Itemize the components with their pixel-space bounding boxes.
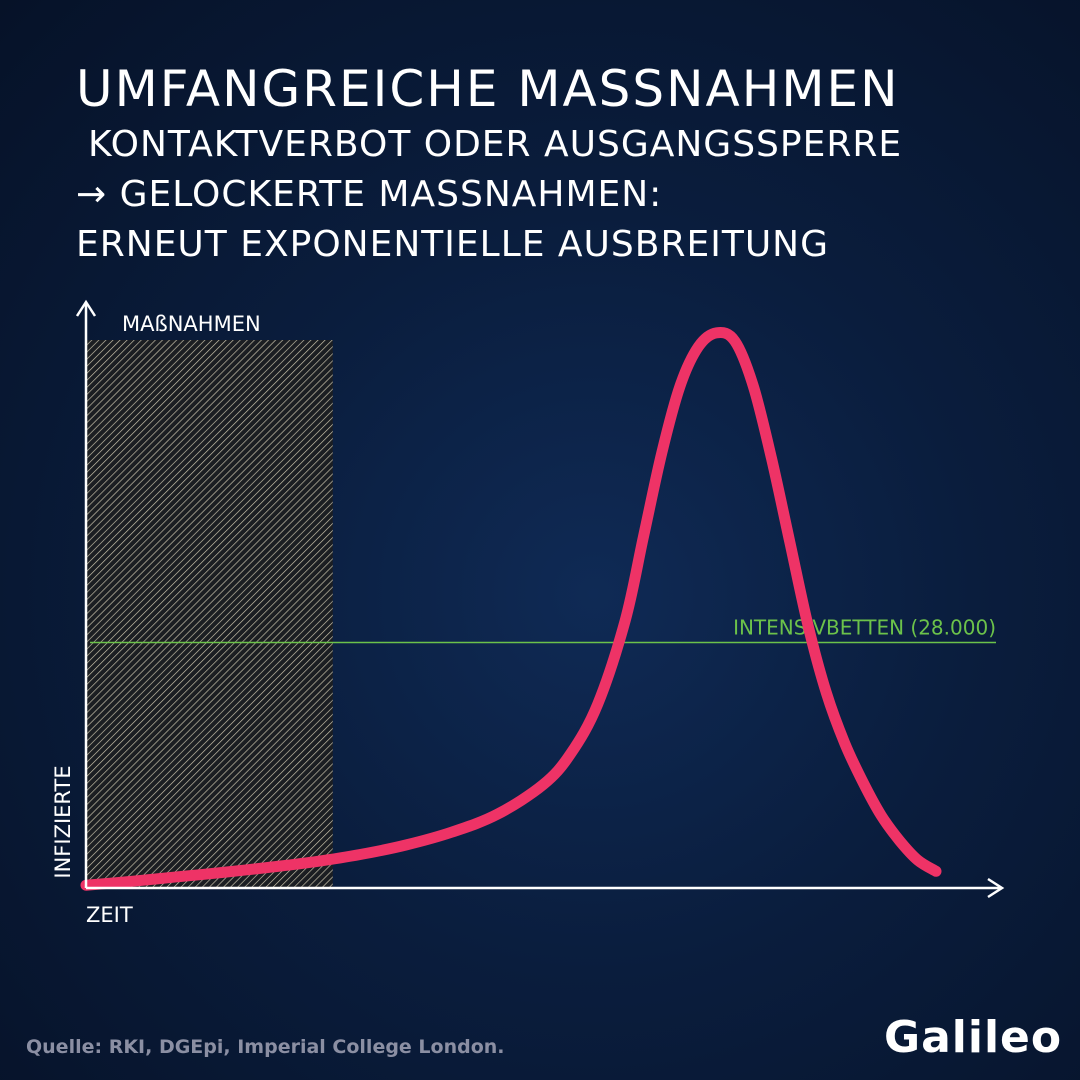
galileo-logo: Galileo <box>884 1012 1063 1063</box>
subtitle-relaxed: → GELOCKERTE MAßNAHMEN: <box>76 174 663 215</box>
infection-curve-chart: MAßNAHMEN INTENSIVBETTEN (28.000) ZEIT INFI… <box>51 299 1005 927</box>
title-block: UMFANGREICHE MAßNAHMEN KONTAKTVERBOT ODE… <box>76 58 902 270</box>
x-axis-arrow-icon <box>987 877 1005 899</box>
subtitle-measures: KONTAKTVERBOT ODER AUSGANGSSPERRE <box>88 124 903 165</box>
subtitle-exponential: ERNEUT EXPONENTIELLE AUSBREITUNG <box>76 224 830 265</box>
y-axis-arrow-icon <box>75 299 97 317</box>
y-axis-label: INFIZIERTE <box>51 765 75 878</box>
x-axis-label: ZEIT <box>86 903 133 927</box>
page-title: UMFANGREICHE MAßNAHMEN <box>76 60 900 118</box>
measures-region <box>86 340 333 888</box>
source-note: Quelle: RKI, DGEpi, Imperial College Lon… <box>26 1036 505 1058</box>
measures-region-label: MAßNAHMEN <box>122 312 261 336</box>
icu-capacity-label: INTENSIVBETTEN (28.000) <box>733 615 996 639</box>
infection-curve <box>80 326 942 891</box>
